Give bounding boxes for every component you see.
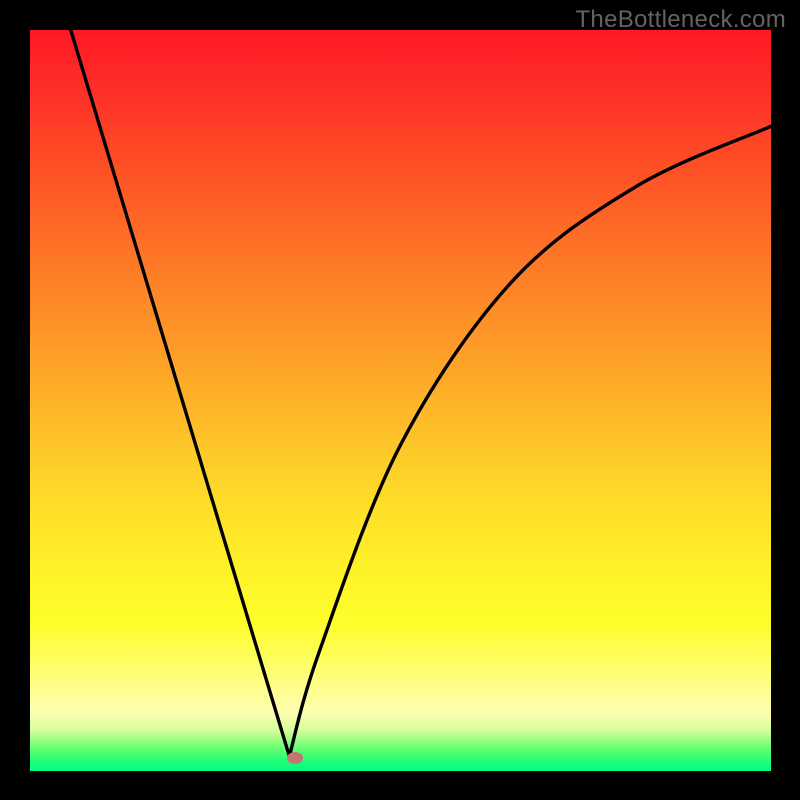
watermark-text: TheBottleneck.com — [575, 6, 786, 34]
gradient-background — [30, 30, 771, 771]
chart-frame: TheBottleneck.com — [0, 0, 800, 800]
optimum-marker — [287, 752, 303, 764]
plot-area — [30, 30, 771, 771]
